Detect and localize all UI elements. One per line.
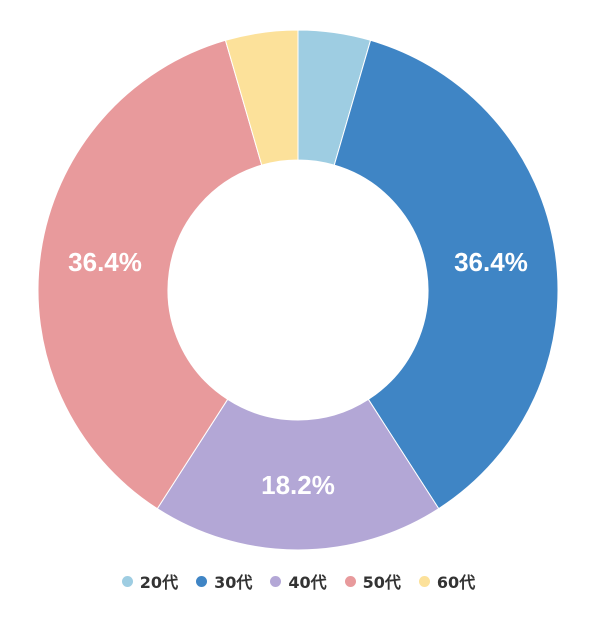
legend-label-5: 60代 — [436, 573, 476, 592]
donut-chart: 36.4% 18.2% 36.4% — [37, 29, 559, 551]
donut-slice-2 — [333, 39, 559, 510]
legend-label-1: 20代 — [139, 573, 179, 592]
legend-swatch-5 — [418, 575, 430, 587]
legend-swatch-3 — [270, 575, 282, 587]
legend-item-1: 20代 — [121, 569, 179, 593]
legend-swatch-1 — [121, 575, 133, 587]
legend-item-3: 40代 — [270, 569, 327, 593]
legend-item-2: 30代 — [196, 569, 252, 593]
legend-swatch-2 — [196, 575, 208, 587]
legend-label-2: 30代 — [214, 573, 253, 592]
donut-slice-4 — [37, 39, 263, 510]
legend-swatch-4 — [344, 575, 356, 587]
donut-data-labels: 36.4% 18.2% 36.4% — [68, 247, 528, 500]
donut-slice-3 — [156, 398, 440, 551]
legend-label-3: 40代 — [288, 573, 327, 592]
data-label-3: 18.2% — [261, 470, 335, 500]
legend-item-5: 60代 — [418, 569, 476, 593]
data-label-4: 36.4% — [68, 247, 142, 277]
legend-label-4: 50代 — [362, 573, 401, 592]
chart-legend: 20代 30代 40代 50代 60代 — [0, 566, 597, 596]
data-label-2: 36.4% — [454, 247, 528, 277]
donut-slice-5 — [224, 29, 299, 166]
donut-slices — [37, 29, 559, 551]
legend-item-4: 50代 — [344, 569, 401, 593]
